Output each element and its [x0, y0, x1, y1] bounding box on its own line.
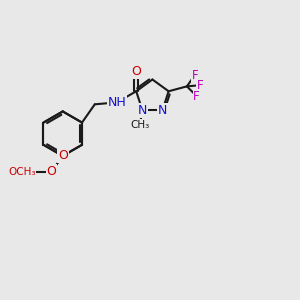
Text: N: N: [138, 104, 147, 117]
Text: CH₃: CH₃: [130, 120, 149, 130]
Text: N: N: [158, 104, 167, 117]
Text: NH: NH: [108, 96, 126, 109]
Text: O: O: [47, 165, 57, 178]
Text: OCH₃: OCH₃: [8, 167, 36, 176]
Text: F: F: [193, 90, 200, 103]
Text: F: F: [191, 69, 198, 82]
Text: F: F: [197, 79, 204, 92]
Text: O: O: [58, 149, 68, 162]
Text: O: O: [131, 65, 141, 78]
